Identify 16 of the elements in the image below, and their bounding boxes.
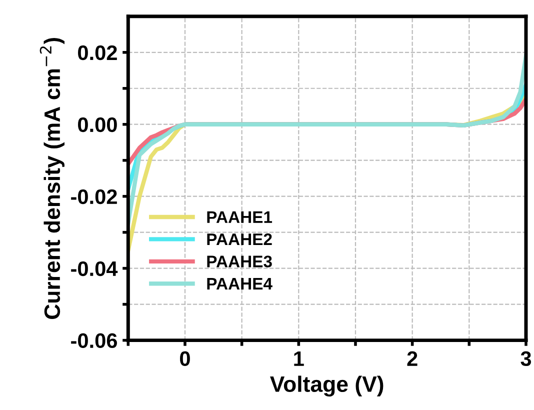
legend-label: PAAHE1 [207, 211, 272, 223]
x-tick-label: 1 [294, 351, 304, 366]
y-tick-label: -0.02 [71, 189, 117, 204]
line-series [128, 54, 526, 226]
x-tick-label: 2 [407, 351, 418, 366]
y-tick-label: 0.02 [78, 45, 117, 60]
legend-label: PAAHE2 [207, 233, 272, 246]
y-axis-title: Current density (mA cm$^{−2}$) [40, 38, 64, 319]
y-tick-label: -0.06 [71, 333, 117, 348]
legend-label: PAAHE4 [207, 278, 272, 290]
y-tick-label: -0.04 [71, 261, 118, 276]
x-tick-label: 0 [180, 351, 190, 366]
x-axis-title: Voltage (V) [270, 376, 384, 397]
y-tick-label: 0.00 [78, 117, 117, 132]
x-tick-label: 3 [520, 351, 532, 366]
legend-label: PAAHE3 [207, 256, 272, 268]
